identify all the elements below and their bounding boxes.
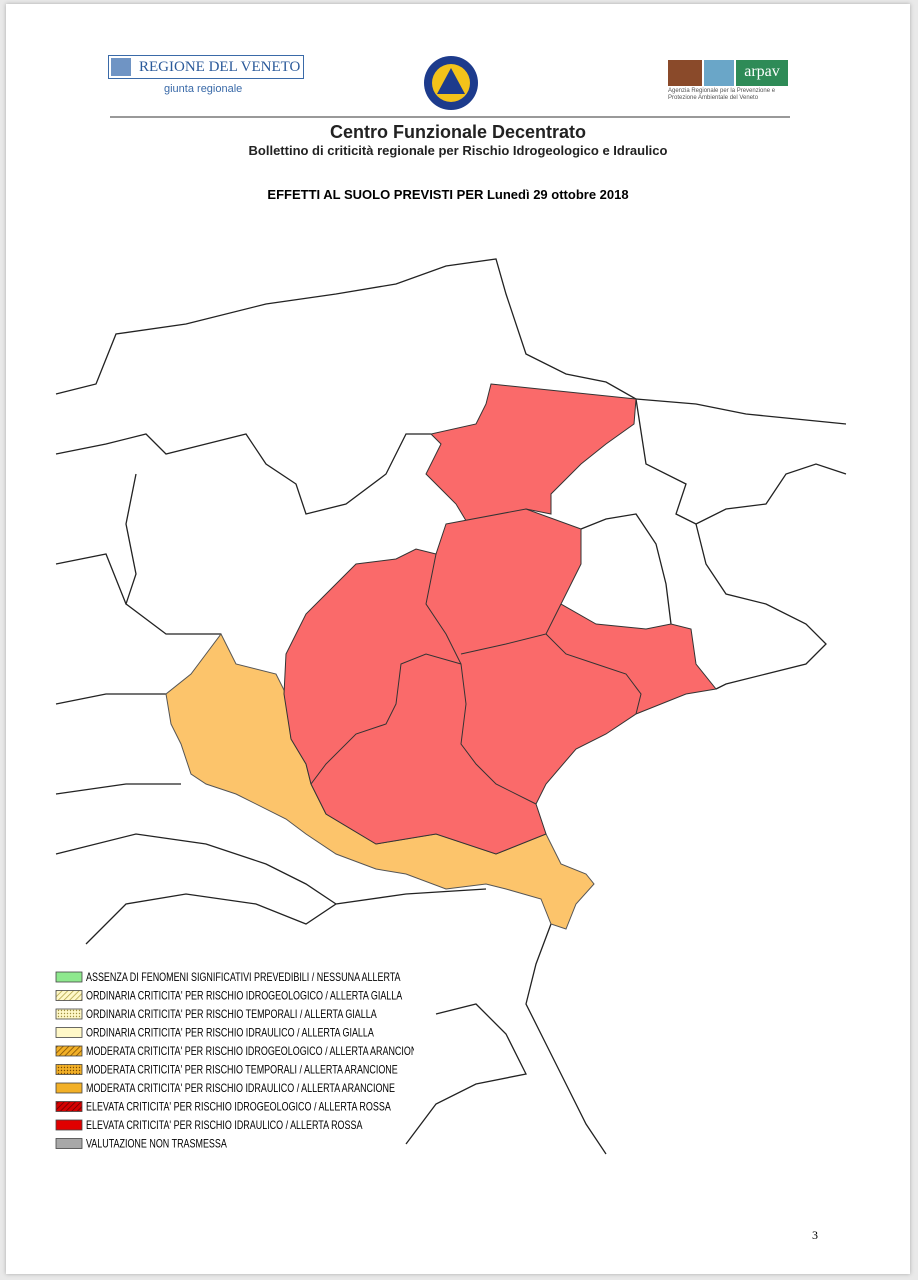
border (125, 473, 221, 635)
region-logo-icon (111, 58, 131, 76)
border (55, 553, 127, 605)
legend-label: ORDINARIA CRITICITA' PER RISCHIO IDROGEO… (86, 991, 402, 1003)
legend-svg: ASSENZA DI FENOMENI SIGNIFICATIVI PREVED… (55, 971, 423, 1151)
arpav-sub: Agenzia Regionale per la Prevenzione e P… (668, 88, 776, 101)
subtitle: Bollettino di criticità regionale per Ri… (248, 143, 668, 158)
swatch (55, 1027, 83, 1038)
civil-protection-logo (424, 56, 478, 110)
border (635, 398, 847, 525)
heading: EFFETTI AL SUOLO PREVISTI PER Lunedì 29 … (267, 187, 629, 202)
border (695, 523, 827, 690)
coast (525, 923, 607, 1155)
logo-triangle (437, 68, 465, 94)
zone-border (310, 653, 462, 785)
legend-label: MODERATA CRITICITA' PER RISCHIO IDRAULIC… (86, 1083, 395, 1095)
border (55, 783, 181, 795)
swatch (55, 971, 83, 983)
page-number: 3 (812, 1228, 818, 1242)
legend-label: ELEVATA CRITICITA' PER RISCHIO IDRAULICO… (86, 1120, 363, 1132)
border (55, 693, 166, 705)
legend: ASSENZA DI FENOMENI SIGNIFICATIVI PREVED… (54, 970, 423, 1160)
legend-label: ORDINARIA CRITICITA' PER RISCHIO IDRAULI… (86, 1028, 374, 1040)
region-logo-box: REGIONE DEL VENETO (108, 55, 304, 79)
legend-texts: ASSENZA DI FENOMENI SIGNIFICATIVI PREVED… (86, 972, 423, 1151)
border (85, 888, 487, 945)
legend-label: ASSENZA DI FENOMENI SIGNIFICATIVI PREVED… (86, 972, 401, 984)
border (635, 398, 847, 425)
zone-border (460, 603, 562, 655)
swatch (55, 1101, 83, 1112)
border (580, 513, 672, 625)
arpav-text: arpav (736, 60, 788, 86)
neighbour-borders (55, 258, 847, 1155)
region-sub: giunta regionale (164, 83, 243, 95)
red-zone (425, 383, 637, 530)
arpav-img2 (704, 60, 734, 86)
legend-label: MODERATA CRITICITA' PER RISCHIO IDROGEOL… (86, 1046, 414, 1058)
legend-label: VALUTAZIONE NON TRASMESSA (86, 1139, 227, 1151)
red-zone (283, 508, 717, 855)
arpav-img1 (668, 60, 702, 86)
border (55, 258, 637, 400)
legend-label: ELEVATA CRITICITA' PER RISCHIO IDROGEOLO… (86, 1102, 391, 1114)
swatch (55, 1045, 83, 1057)
page: REGIONE DEL VENETO giunta regionale arpa… (6, 4, 910, 1274)
title: Centro Funzionale Decentrato (329, 122, 587, 142)
header-rule (110, 116, 790, 118)
swatch (55, 1064, 83, 1075)
zone-border (545, 633, 642, 715)
zone-border (425, 553, 537, 805)
swatch (55, 990, 83, 1001)
border (55, 433, 431, 515)
legend-label: ORDINARIA CRITICITA' PER RISCHIO TEMPORA… (86, 1009, 377, 1021)
arpav-logo: arpav (668, 60, 788, 86)
border (55, 833, 337, 905)
map (55, 258, 847, 1155)
swatch (55, 1138, 83, 1149)
legend-label: MODERATA CRITICITA' PER RISCHIO TEMPORAL… (86, 1065, 398, 1077)
swatch (55, 1008, 83, 1020)
swatch (55, 1082, 83, 1094)
swatch (55, 1119, 83, 1131)
border (405, 1003, 527, 1145)
region-logo-text: REGIONE DEL VENETO (139, 59, 301, 75)
zone-borders (310, 553, 642, 805)
